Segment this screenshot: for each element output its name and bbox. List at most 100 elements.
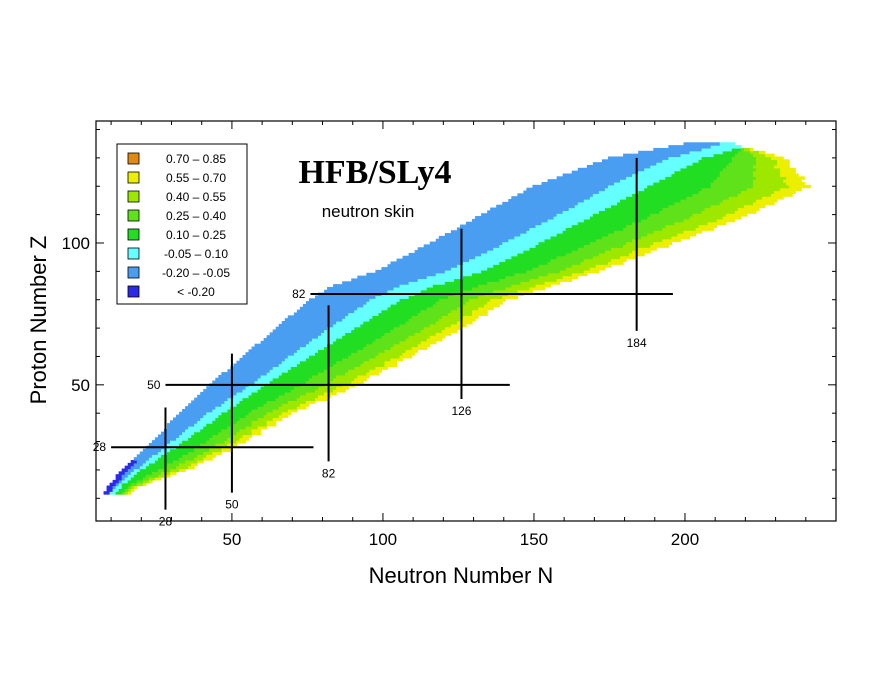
heatmap-cell-run [366, 372, 380, 376]
magic-label-n-28: 28 [159, 515, 173, 529]
heatmap-cell-run [305, 400, 316, 404]
heatmap-cell-run [668, 156, 703, 160]
heatmap-cell-run [387, 264, 458, 268]
heatmap-cell-run [112, 479, 120, 484]
heatmap-cell-run [653, 230, 685, 234]
heatmap-cell-run [263, 414, 280, 419]
heatmap-cell-run [278, 414, 289, 419]
heatmap-cell-run [777, 159, 790, 163]
heatmap-cell-run [755, 159, 778, 163]
magic-label-z-28: 28 [93, 440, 107, 454]
heatmap-cell-run [321, 332, 346, 336]
heatmap-cell-run [179, 442, 201, 447]
heatmap-cell-run [396, 258, 470, 263]
heatmap-cell-run [556, 176, 627, 180]
heatmap-cell-run [710, 145, 742, 149]
heatmap-cell-run [574, 204, 612, 209]
heatmap-cell-run [683, 142, 721, 146]
heatmap-cell-run [248, 394, 280, 399]
heatmap-cell-run [157, 468, 171, 472]
heatmap-cell-run [357, 306, 389, 311]
heatmap-cell-run [505, 275, 540, 280]
heatmap-cell-run [632, 238, 663, 243]
heatmap-cell-run [230, 434, 244, 438]
heatmap-cell-run [604, 187, 645, 192]
heatmap-cell-run [456, 227, 531, 231]
legend-label: < -0.20 [177, 285, 215, 299]
heatmap-cell-run [106, 485, 114, 489]
heatmap-cell-run [194, 397, 228, 402]
heatmap-cell-run [197, 460, 204, 464]
heatmap-cell-run [411, 315, 443, 319]
heatmap-cell-run [236, 440, 247, 444]
heatmap-cell-run [287, 355, 310, 359]
heatmap-cell-run [547, 218, 585, 223]
heatmap-cell-run [577, 221, 633, 226]
heatmap-cell-run [722, 199, 757, 203]
heatmap-cell-run [777, 162, 790, 166]
heatmap-cell-run [281, 321, 337, 325]
heatmap-cell-run [511, 196, 591, 200]
heatmap-cell-run [363, 346, 392, 350]
heatmap-cell-run [293, 312, 349, 316]
heatmap-cell-run [752, 164, 775, 169]
heatmap-cell-run [324, 391, 337, 396]
heatmap-cell-run [595, 264, 612, 268]
magic-number-lines: 28 50 82 28 50 82 126 184 [93, 157, 673, 529]
heatmap-cell-run [444, 233, 521, 237]
heatmap-cell-run [145, 465, 165, 470]
heatmap-cell-run [771, 156, 784, 160]
heatmap-cell-run [614, 230, 654, 234]
heatmap-cell-run [163, 474, 171, 478]
heatmap-cell-run [173, 460, 186, 464]
heatmap-cell-run [529, 247, 579, 251]
heatmap-cell-run [583, 199, 621, 203]
heatmap-cell-run [535, 284, 552, 288]
magic-label-n-82: 82 [322, 466, 336, 480]
heatmap-cell-run [314, 352, 352, 356]
heatmap-cell-run [324, 369, 349, 373]
heatmap-cell-run [236, 360, 283, 365]
heatmap-cell-run [272, 417, 283, 421]
heatmap-cell-run [780, 187, 802, 192]
heatmap-cell-run [453, 278, 500, 282]
heatmap-cell-run [671, 173, 721, 177]
heatmap-cell-run [142, 479, 150, 484]
heatmap-cell-run [348, 369, 370, 373]
heatmap-cell-run [166, 425, 189, 430]
heatmap-cell-run [508, 238, 546, 243]
heatmap-cell-run [384, 332, 416, 336]
heatmap-cell-run [342, 281, 410, 285]
heatmap-cell-run [710, 181, 754, 186]
heatmap-cell-run [490, 207, 570, 211]
heatmap-cell-run [221, 403, 238, 407]
heatmap-cell-run [170, 420, 198, 424]
heatmap-cell-run [577, 167, 645, 172]
heatmap-cell-run [151, 471, 162, 475]
heatmap-cell-run [538, 264, 573, 268]
heatmap-cell-run [318, 386, 337, 390]
heatmap-cell-run [565, 267, 591, 271]
heatmap-cell-run [296, 309, 355, 314]
heatmap-cell-run [375, 269, 446, 274]
heatmap-cell-run [251, 420, 268, 424]
heatmap-cell-run [408, 252, 482, 257]
heatmap-cell-run [390, 357, 404, 362]
heatmap-cell-run [499, 278, 531, 282]
heatmap-cell-run [505, 258, 552, 263]
heatmap-cell-run [435, 321, 458, 325]
heatmap-cell-run [148, 462, 168, 467]
heatmap-cell-run [662, 159, 700, 163]
heatmap-cell-run [182, 431, 195, 436]
heatmap-cell-run [160, 454, 183, 458]
heatmap-cell-run [115, 477, 123, 481]
heatmap-cell-run [324, 346, 364, 350]
heatmap-cell-run [752, 173, 781, 177]
heatmap-cell-run [257, 425, 268, 430]
heatmap-cell-run [293, 352, 316, 356]
heatmap-cell-run [620, 199, 682, 203]
heatmap-cell-run [257, 377, 274, 382]
heatmap-cell-run [722, 167, 757, 172]
heatmap-cell-run [227, 437, 241, 441]
heatmap-cell-run [130, 485, 135, 489]
